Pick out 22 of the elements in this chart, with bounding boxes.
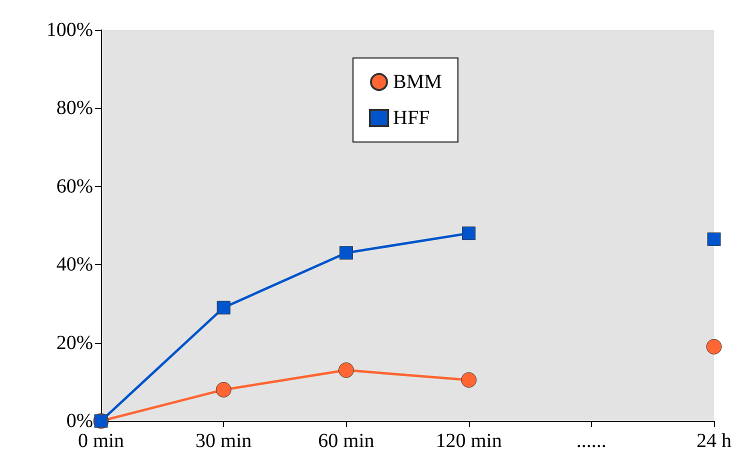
y-tick-label: 20% [56,332,93,354]
y-tick-label: 40% [56,254,93,276]
x-tick-label: 60 min [318,430,374,452]
point [707,232,721,246]
y-tick-label: 80% [56,97,93,120]
x-tick-label: 24 h [696,430,732,452]
point [339,246,353,260]
legend-label: HFF [393,107,430,129]
point [462,226,476,240]
y-tick-label: 100% [46,19,93,41]
x-tick-label: 120 min [436,430,502,452]
y-tick-label: 0% [66,410,93,432]
point [216,300,230,314]
point [216,382,232,398]
point [706,338,722,354]
x-tick-label: 30 min [196,430,252,452]
point [338,362,354,378]
x-tick-label: ...... [576,430,606,452]
point [461,372,477,388]
y-tick-label: 60% [56,175,93,198]
x-tick-label: 0 min [78,430,124,452]
legend-label: BMM [393,71,442,93]
